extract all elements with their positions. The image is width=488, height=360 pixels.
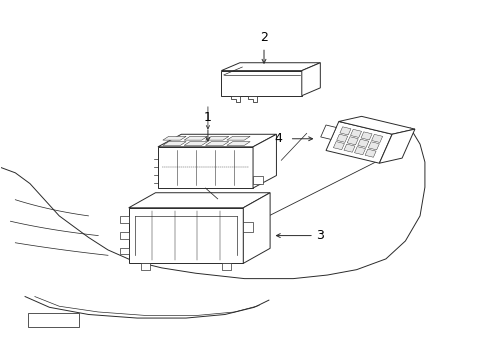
Polygon shape	[128, 193, 269, 208]
Polygon shape	[343, 144, 354, 152]
Polygon shape	[222, 264, 231, 270]
Polygon shape	[163, 141, 186, 145]
Polygon shape	[320, 125, 336, 139]
Polygon shape	[301, 63, 320, 96]
Text: 3: 3	[316, 229, 324, 242]
Polygon shape	[360, 132, 371, 140]
Polygon shape	[243, 222, 252, 232]
Polygon shape	[354, 147, 365, 155]
Polygon shape	[252, 176, 262, 184]
Polygon shape	[365, 149, 375, 157]
Polygon shape	[221, 63, 320, 71]
Polygon shape	[325, 121, 391, 163]
Polygon shape	[338, 116, 414, 134]
Text: 1: 1	[203, 111, 211, 123]
Polygon shape	[184, 141, 207, 145]
Polygon shape	[339, 127, 350, 135]
Polygon shape	[27, 313, 79, 327]
Polygon shape	[205, 136, 228, 140]
Polygon shape	[163, 136, 186, 140]
Polygon shape	[226, 136, 250, 140]
Polygon shape	[158, 147, 252, 188]
Polygon shape	[120, 216, 128, 223]
Polygon shape	[205, 141, 228, 145]
Polygon shape	[371, 134, 382, 143]
Polygon shape	[252, 134, 276, 188]
Polygon shape	[120, 248, 128, 255]
Polygon shape	[128, 208, 243, 264]
Polygon shape	[231, 96, 240, 102]
Polygon shape	[120, 232, 128, 239]
Polygon shape	[346, 137, 358, 145]
Polygon shape	[243, 193, 269, 264]
Polygon shape	[247, 96, 256, 102]
Text: 4: 4	[274, 132, 282, 145]
Polygon shape	[367, 142, 379, 150]
Polygon shape	[336, 134, 347, 142]
Polygon shape	[158, 134, 276, 147]
Polygon shape	[221, 71, 301, 96]
Polygon shape	[226, 141, 250, 145]
Text: 2: 2	[260, 31, 267, 44]
Polygon shape	[350, 129, 361, 138]
Polygon shape	[379, 129, 414, 163]
Polygon shape	[141, 264, 149, 270]
Polygon shape	[333, 141, 344, 150]
Polygon shape	[184, 136, 207, 140]
Polygon shape	[357, 139, 368, 147]
